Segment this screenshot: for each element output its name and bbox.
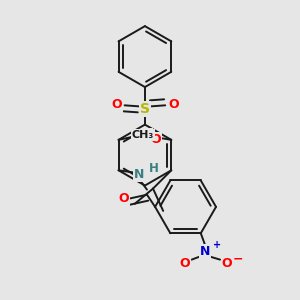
- Text: O: O: [179, 257, 190, 270]
- Text: O: O: [111, 98, 122, 111]
- Text: CH₃: CH₃: [132, 130, 154, 140]
- Text: N: N: [200, 245, 210, 258]
- Text: H: H: [149, 162, 159, 175]
- Text: −: −: [233, 252, 244, 265]
- Text: H: H: [142, 129, 152, 142]
- Text: O: O: [222, 257, 232, 270]
- Text: S: S: [140, 102, 150, 116]
- Text: N: N: [134, 168, 144, 181]
- Text: O: O: [168, 98, 179, 111]
- Text: O: O: [118, 192, 129, 205]
- Text: +: +: [213, 240, 221, 250]
- Text: O: O: [151, 133, 161, 146]
